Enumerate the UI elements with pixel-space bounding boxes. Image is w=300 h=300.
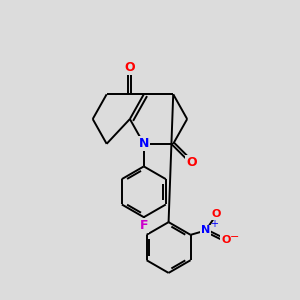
Text: −: − — [230, 232, 239, 242]
Text: F: F — [140, 219, 148, 232]
Text: N: N — [201, 226, 210, 236]
Text: O: O — [124, 61, 135, 74]
Text: O: O — [221, 236, 230, 245]
Text: O: O — [212, 209, 221, 219]
Text: N: N — [139, 137, 149, 150]
Text: O: O — [187, 156, 197, 169]
Text: +: + — [210, 219, 218, 229]
